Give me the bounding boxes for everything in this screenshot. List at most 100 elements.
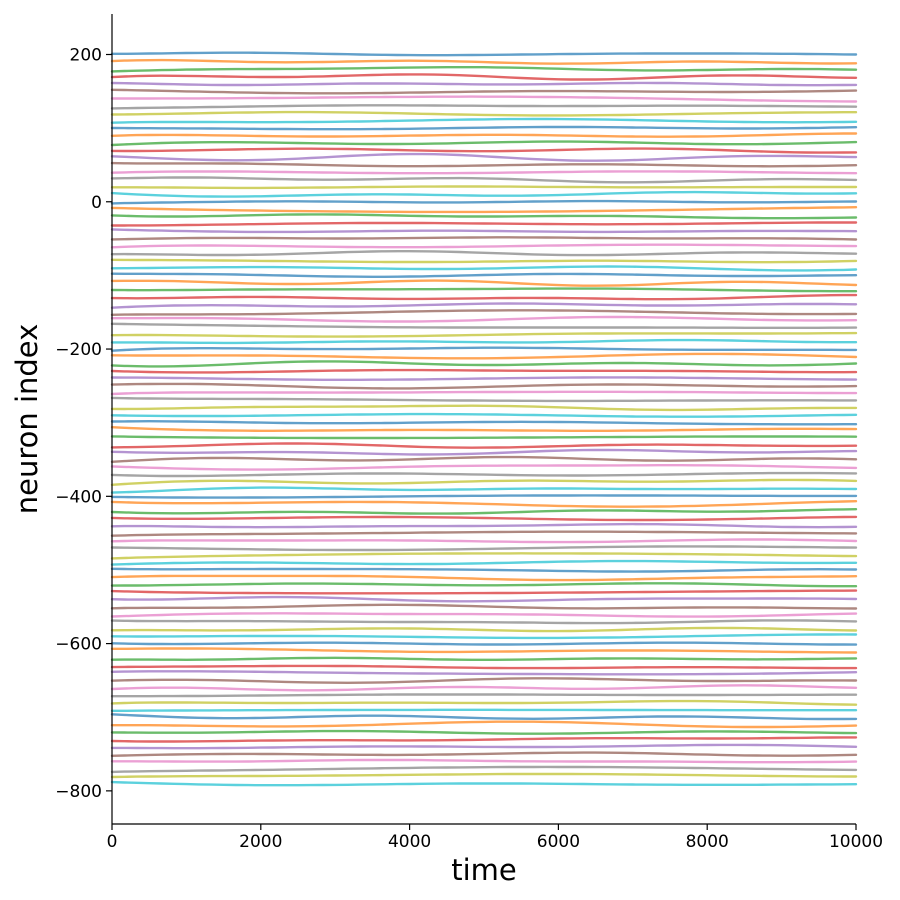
x-axis-ticks: 0 2000 4000 6000 8000 10000: [107, 824, 883, 852]
neuron-trace: [110, 426, 858, 432]
neuron-trace: [110, 199, 858, 205]
neuron-trace: [110, 677, 858, 684]
neuron-trace: [110, 545, 858, 552]
neuron-trace: [110, 293, 858, 301]
neuron-trace: [110, 729, 858, 735]
neuron-trace: [110, 185, 858, 190]
neuron-trace: [110, 736, 858, 743]
neuron-trace: [110, 500, 858, 508]
neuron-trace: [110, 170, 858, 175]
y-tick-label: −200: [55, 340, 102, 360]
neuron-trace: [110, 435, 858, 440]
neuron-trace: [110, 396, 858, 403]
neuron-trace: [110, 132, 858, 138]
neuron-trace: [110, 287, 858, 293]
neuron-trace: [110, 708, 858, 712]
neuron-trace: [110, 664, 858, 670]
neuron-trace: [110, 780, 858, 787]
y-axis-label: neuron index: [10, 324, 44, 515]
neuron-trace: [110, 302, 858, 309]
neuron-trace: [110, 404, 858, 412]
neuron-trace: [110, 95, 858, 103]
neuron-trace: [110, 376, 858, 381]
neuron-trace: [110, 368, 858, 374]
neuron-trace: [110, 641, 858, 646]
neuron-trace: [110, 656, 858, 661]
neuron-trace: [110, 538, 858, 544]
neuron-trace: [110, 595, 858, 603]
neuron-trace: [110, 236, 858, 241]
y-tick-label: 0: [91, 193, 102, 213]
neuron-trace: [110, 51, 858, 57]
neuron-trace: [110, 250, 858, 257]
neuron-trace: [110, 478, 858, 486]
neuron-trace: [110, 265, 858, 272]
neuron-trace: [110, 66, 858, 73]
neuron-trace: [110, 382, 858, 390]
neuron-trace: [110, 81, 858, 87]
x-tick-label: 8000: [686, 832, 729, 852]
neuron-trace: [110, 471, 858, 478]
neuron-trace: [110, 486, 858, 494]
neuron-trace: [110, 464, 858, 471]
neuron-trace: [110, 176, 858, 184]
neuron-trace: [110, 352, 858, 360]
neuron-trace: [110, 515, 858, 522]
neuron-trace: [110, 589, 858, 595]
neuron-trace: [110, 603, 858, 610]
x-tick-label: 0: [107, 832, 118, 852]
y-tick-label: 200: [70, 46, 102, 66]
neuron-trace: [110, 221, 858, 227]
neuron-trace: [110, 147, 858, 154]
neuron-trace: [110, 125, 858, 131]
neuron-trace: [110, 161, 858, 168]
neuron-trace: [110, 152, 858, 162]
neuron-trace: [110, 190, 858, 198]
neuron-trace: [110, 140, 858, 147]
neuron-trace: [110, 684, 858, 692]
neuron-trace: [110, 420, 858, 426]
neuron-trace: [110, 104, 858, 110]
neuron-trace: [110, 243, 858, 249]
neuron-trace: [110, 619, 858, 625]
neuron-trace: [110, 582, 858, 588]
neuron-trace: [110, 117, 858, 124]
neuron-trace: [110, 693, 858, 698]
x-tick-label: 6000: [537, 832, 580, 852]
neuron-trace: [110, 206, 858, 214]
neuron-trace: [110, 213, 858, 220]
neuron-trace: [110, 455, 858, 463]
neuron-trace: [110, 612, 858, 618]
neuron-trace: [110, 448, 858, 456]
neuron-trace: [110, 73, 858, 81]
neuron-trace: [110, 346, 858, 352]
neuron-trace: [110, 390, 858, 396]
neuron-trace: [110, 508, 858, 515]
neuron-trace: [110, 772, 858, 779]
x-axis-label: time: [451, 853, 517, 887]
neuron-trace: [110, 272, 858, 278]
neuron-trace: [110, 743, 858, 750]
x-tick-label: 2000: [239, 832, 282, 852]
neuron-trace: [110, 670, 858, 676]
neuron-trace: [110, 322, 858, 329]
neuron-trace: [110, 530, 858, 537]
y-tick-label: −600: [55, 635, 102, 655]
neuron-trace: [110, 360, 858, 368]
neuron-trace: [110, 279, 858, 287]
neuron-trace: [110, 559, 858, 566]
x-tick-label: 4000: [388, 832, 431, 852]
neuron-trace: [110, 765, 858, 774]
neuron-trace: [110, 228, 858, 234]
trace-lines: [110, 51, 858, 787]
neuron-trace: [110, 699, 858, 706]
neuron-trace: [110, 258, 858, 264]
neuron-trace: [110, 647, 858, 654]
neuron-trace: [110, 88, 858, 95]
neuron-trace: [110, 552, 858, 560]
neuron-trace: [110, 309, 858, 316]
neuron-trace: [110, 412, 858, 418]
neuron-trace: [110, 713, 858, 721]
neuron-trace: [110, 110, 858, 117]
neuron-trace: [110, 758, 858, 764]
